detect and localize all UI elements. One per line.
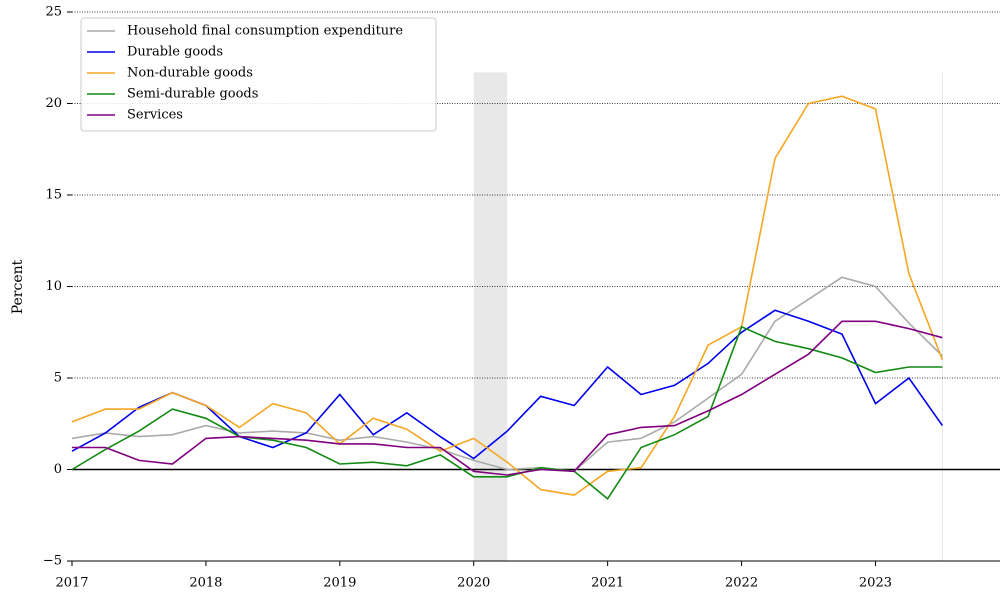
y-tick-label: −5 (43, 554, 62, 569)
x-tick-label: 2017 (55, 576, 88, 591)
legend-box (80, 17, 437, 132)
x-tick-label: 2023 (859, 576, 892, 591)
series-line (71, 95, 944, 496)
y-tick-label: 10 (45, 279, 62, 294)
x-tick-label: 2022 (725, 576, 758, 591)
x-tick-label: 2020 (457, 576, 490, 591)
y-tick-label: 5 (54, 371, 62, 386)
series-line (72, 320, 943, 476)
legend-label: Household final consumption expenditure (127, 24, 403, 39)
legend-label: Non-durable goods (127, 66, 253, 81)
x-tick-label: 2021 (591, 576, 624, 591)
shaded-region (473, 72, 508, 561)
y-tick-label: 0 (54, 462, 62, 477)
y-axis-label: Percent (10, 259, 26, 314)
y-tick-label: 15 (45, 188, 62, 203)
x-tick-label: 2019 (323, 576, 356, 591)
series-line (71, 309, 944, 460)
series-line (71, 276, 943, 473)
legend-label: Semi-durable goods (127, 87, 258, 102)
y-tick-label: 20 (45, 96, 62, 111)
series-line (71, 325, 943, 500)
y-tick-label: 25 (45, 5, 62, 20)
legend-label: Services (127, 108, 183, 123)
legend-label: Durable goods (127, 45, 223, 60)
x-tick-label: 2018 (189, 576, 222, 591)
